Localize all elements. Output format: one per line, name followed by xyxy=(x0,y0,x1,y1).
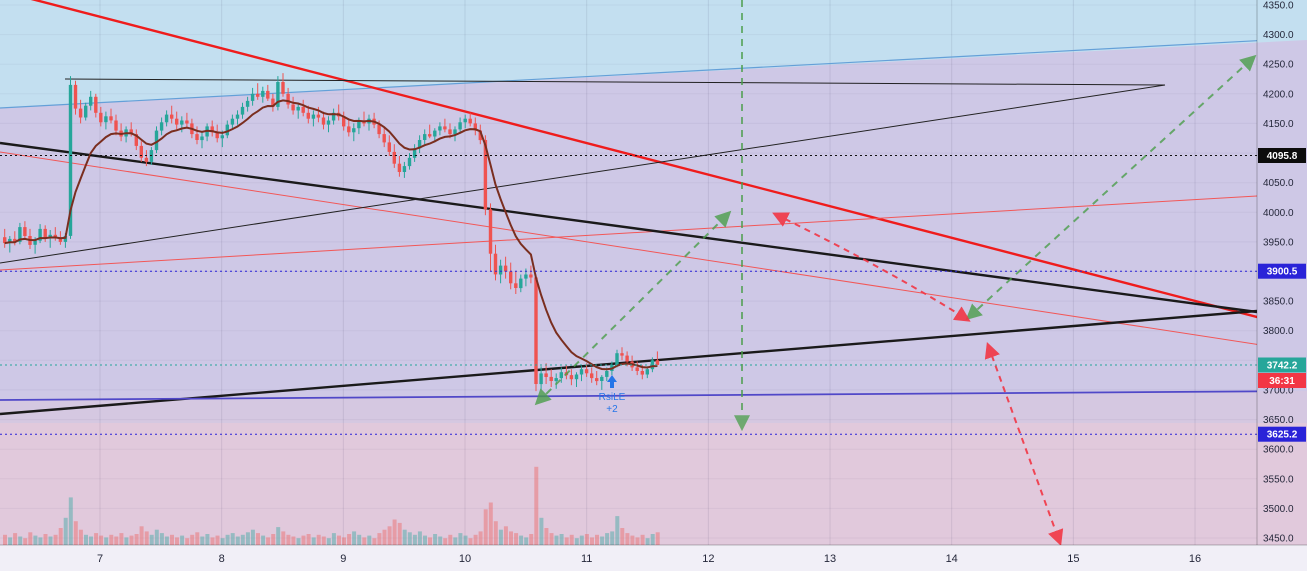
projection-breakdown-arrow[interactable] xyxy=(984,341,1064,545)
price-tick-label: 4350.0 xyxy=(1263,1,1294,12)
rsi-long-entry-signal[interactable]: RsiLE+2 xyxy=(599,375,626,415)
price-tick-label: 3450.0 xyxy=(1263,534,1294,545)
bottom-pink-zone xyxy=(0,423,1307,545)
price-tick-label: 4300.0 xyxy=(1263,30,1294,41)
price-tick-label: 4250.0 xyxy=(1263,60,1294,71)
price-badge-3742.2: 3742.2 xyxy=(1258,357,1306,373)
signal-label: RsiLE xyxy=(599,392,626,403)
lower-lavender-zone xyxy=(0,391,1307,423)
svg-text:3900.5: 3900.5 xyxy=(1267,267,1298,278)
macro-blue-channel-line[interactable] xyxy=(0,38,1307,109)
countdown-timer-badge: 36:31 xyxy=(1258,373,1306,388)
signal-sublabel: +2 xyxy=(606,404,618,415)
price-tick-label: 3850.0 xyxy=(1263,297,1294,308)
svg-text:3742.2: 3742.2 xyxy=(1267,361,1298,372)
svg-text:3625.2: 3625.2 xyxy=(1267,430,1298,441)
price-tick-label: 4150.0 xyxy=(1263,119,1294,130)
time-tick-label: 10 xyxy=(459,553,471,565)
price-tick-label: 3600.0 xyxy=(1263,445,1294,456)
time-tick-label: 8 xyxy=(219,553,225,565)
price-tick-label: 3550.0 xyxy=(1263,474,1294,485)
time-tick-label: 7 xyxy=(97,553,103,565)
time-tick-label: 13 xyxy=(824,553,836,565)
signal-up-arrow-icon xyxy=(607,375,617,388)
price-tick-label: 4000.0 xyxy=(1263,208,1294,219)
price-axis[interactable]: 4350.0 4300.0 4250.0 4200.0 4150.0 4050.0 4000… xyxy=(1256,0,1306,545)
price-badge-3625.2: 3625.2 xyxy=(1258,426,1306,442)
time-axis[interactable]: 7 8 9 10 11 12 13 14 15 16 xyxy=(0,544,1307,571)
price-tick-label: 3950.0 xyxy=(1263,237,1294,248)
upper-blue-zone xyxy=(0,0,1307,108)
time-tick-label: 16 xyxy=(1189,553,1201,565)
price-badge-4095.8: 4095.8 xyxy=(1258,148,1306,163)
price-tick-label: 3500.0 xyxy=(1263,504,1294,515)
price-tick-label: 3800.0 xyxy=(1263,326,1294,337)
volume-bars xyxy=(3,466,660,545)
price-tick-label: 3650.0 xyxy=(1263,415,1294,426)
price-tick-label: 4050.0 xyxy=(1263,178,1294,189)
price-badge-3900.5: 3900.5 xyxy=(1258,263,1306,279)
time-tick-label: 14 xyxy=(946,553,958,565)
projection-bounce-up-arrow[interactable] xyxy=(534,210,732,406)
svg-text:36:31: 36:31 xyxy=(1269,376,1295,387)
time-tick-label: 11 xyxy=(581,553,592,565)
time-tick-label: 15 xyxy=(1067,553,1079,565)
price-tick-label: 4200.0 xyxy=(1263,89,1294,100)
svg-text:4095.8: 4095.8 xyxy=(1267,151,1298,162)
time-tick-label: 12 xyxy=(702,553,714,565)
price-tick-label: 3700.0 xyxy=(1263,385,1294,396)
projection-arrows-layer xyxy=(534,0,1257,545)
time-tick-label: 9 xyxy=(340,553,346,565)
